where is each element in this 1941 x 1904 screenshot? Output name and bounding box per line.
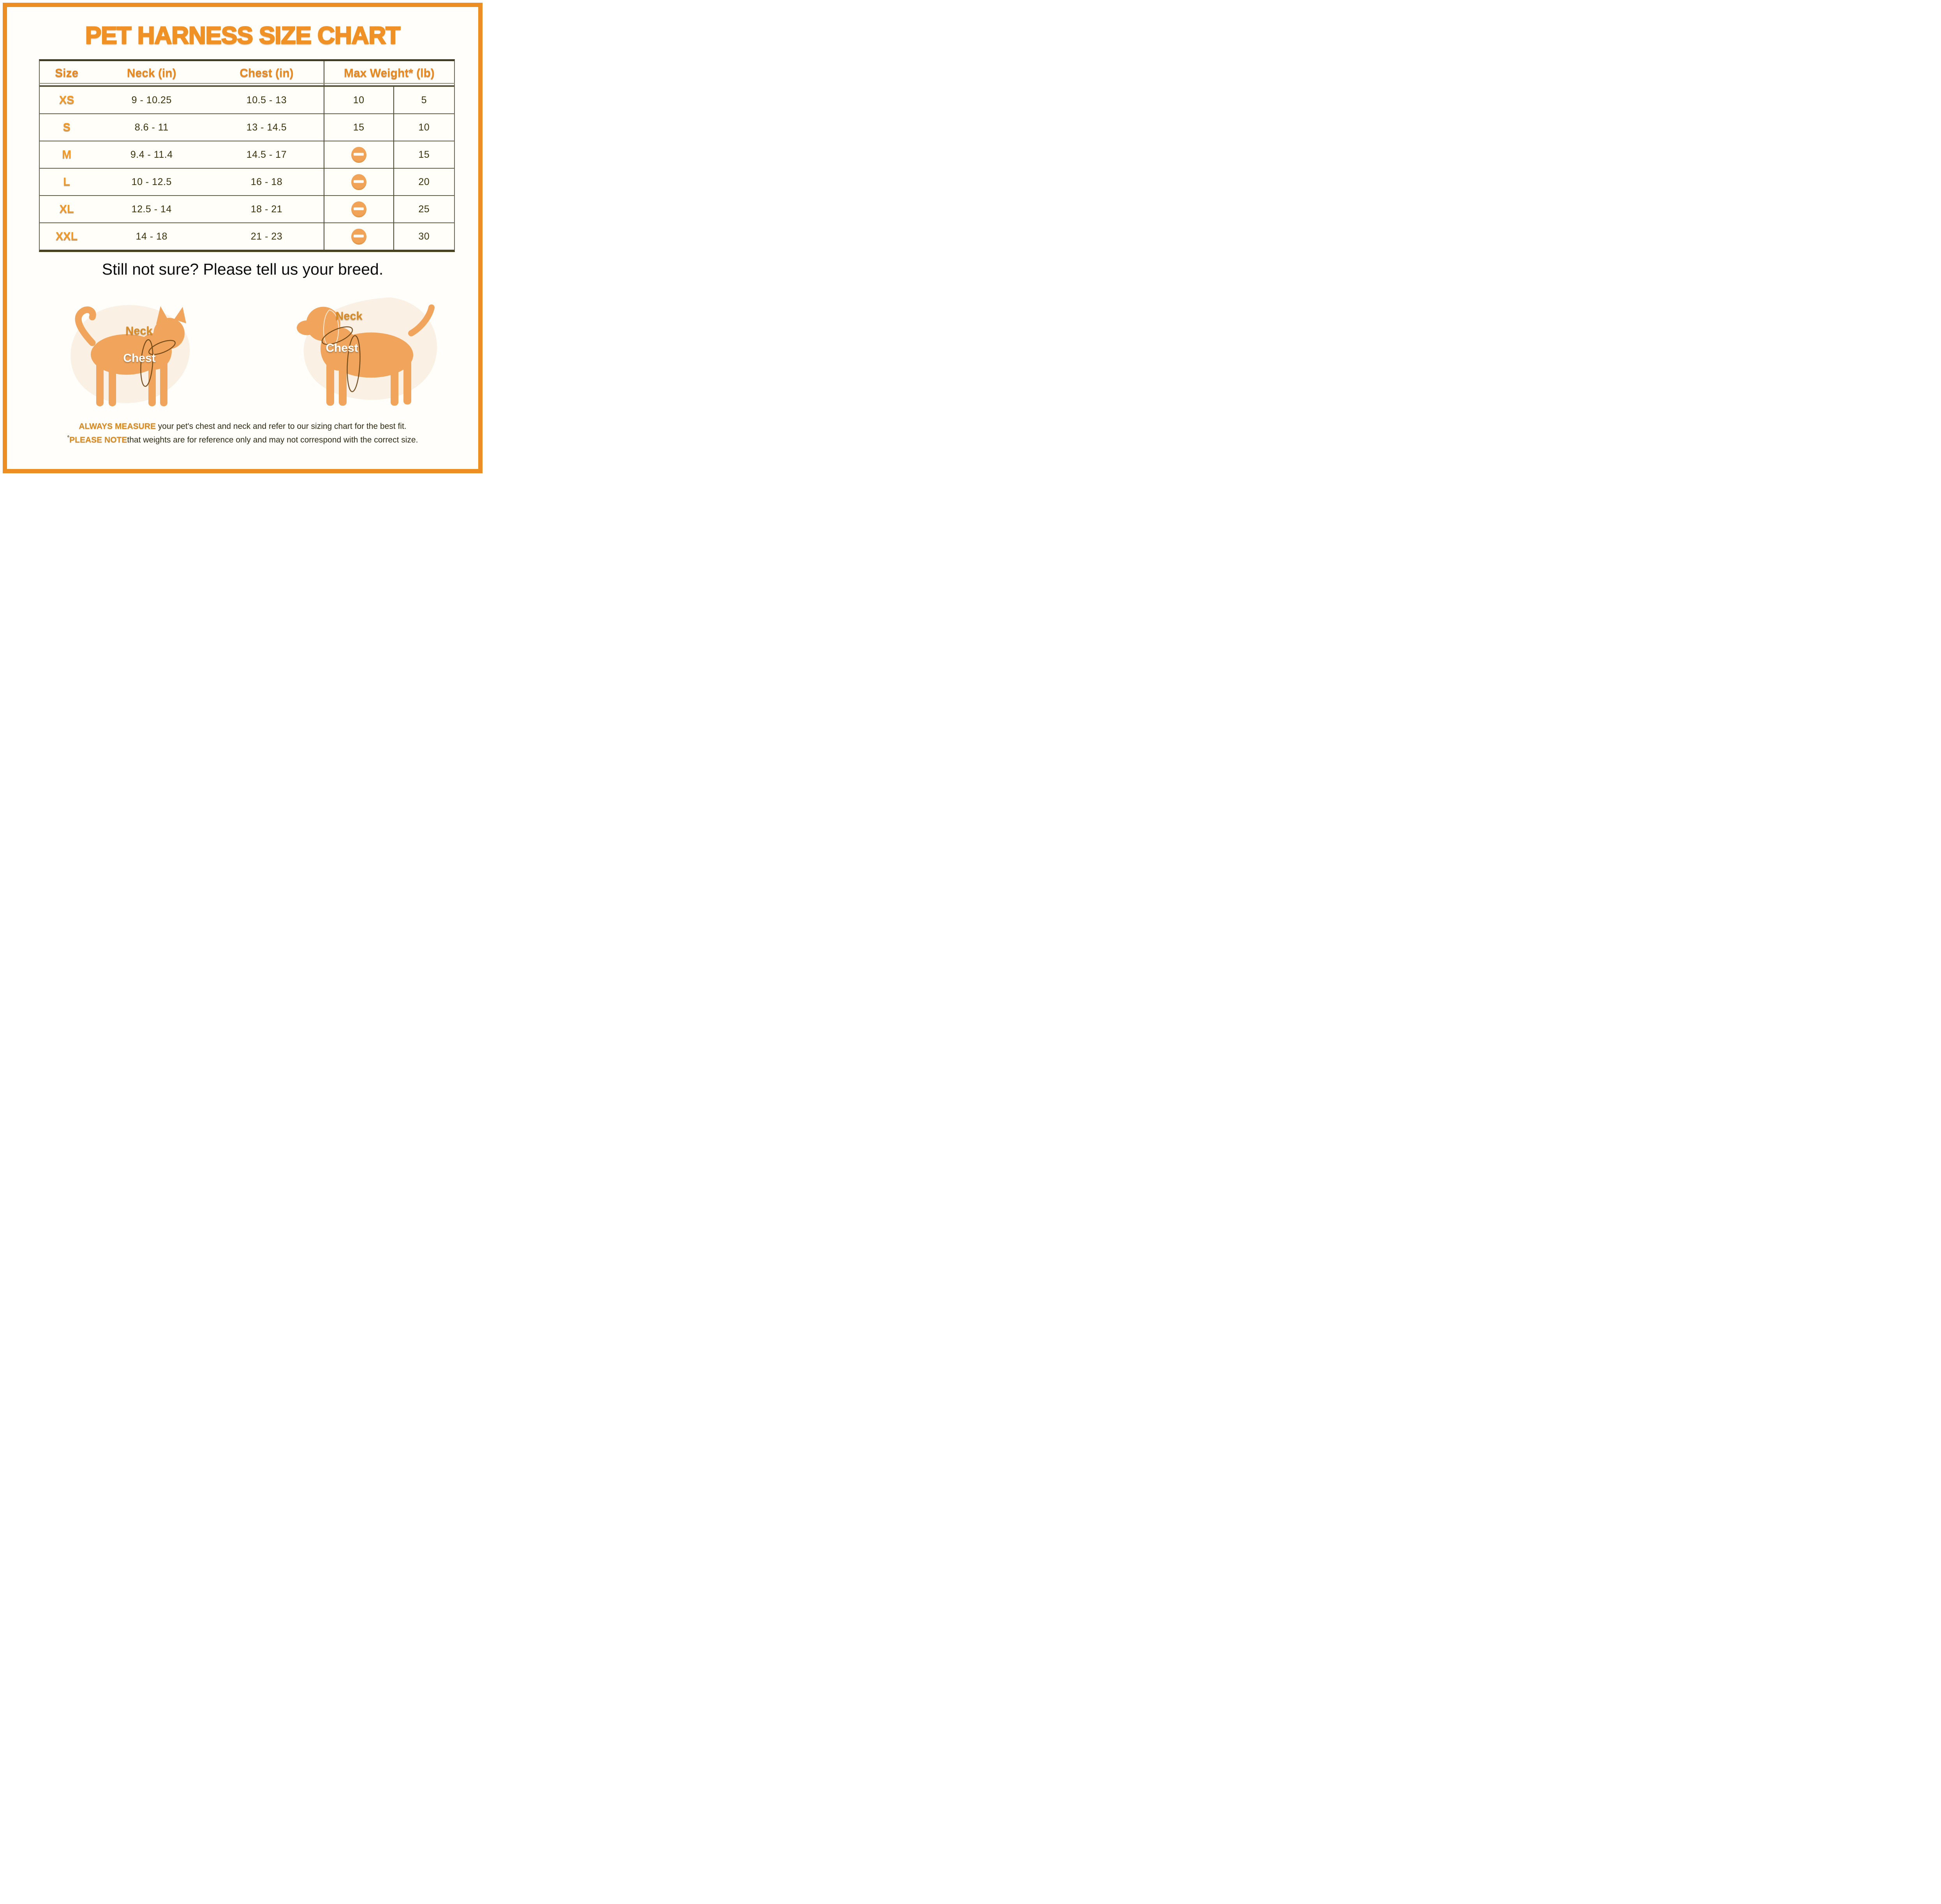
dog-ear (323, 309, 339, 347)
chest-range: 18 - 21 (210, 195, 324, 222)
weight-note-rest: that weights are for reference only and … (127, 435, 418, 444)
weight-note: °PLEASE NOTEthat weights are for referen… (0, 432, 485, 446)
minus-oval-icon (351, 201, 366, 217)
cat-silhouette (70, 305, 190, 406)
max-weight-col2: 10 (393, 113, 454, 141)
page-title: PET HARNESS SIZE CHART (85, 22, 401, 50)
minus-oval-icon (351, 228, 366, 245)
minus-bar (354, 180, 364, 183)
neck-range: 8.6 - 11 (93, 113, 210, 141)
max-weight-col1 (323, 168, 393, 195)
footer-notes: ALWAYS MEASURE your pet's chest and neck… (0, 421, 485, 446)
cat-illustration: Neck Chest (50, 296, 214, 413)
chest-range: 21 - 23 (210, 222, 324, 250)
col-header-max-weight: Max Weight* (lb) (323, 61, 455, 86)
dog-neck-measure-loop (321, 326, 353, 345)
col-header-size: Size (39, 61, 95, 86)
size-label: M (40, 141, 94, 168)
measure-note-rest: your pet's chest and neck and refer to o… (155, 422, 407, 431)
dog-chest-measure-loop (347, 335, 361, 392)
neck-range: 10 - 12.5 (93, 168, 210, 195)
max-weight-col1: 10 (323, 86, 393, 113)
col-header-neck: Neck (in) (93, 61, 211, 86)
max-weight-col2: 30 (393, 222, 454, 250)
size-label: XXL (40, 222, 94, 250)
max-weight-col2: 15 (393, 141, 454, 168)
dog-chest-label: Chest (326, 342, 358, 354)
size-chart-table: Size Neck (in) Chest (in) Max Weight* (l… (39, 59, 455, 252)
measure-note: ALWAYS MEASURE your pet's chest and neck… (0, 421, 485, 432)
weight-note-asterisk: ° (67, 434, 70, 441)
chest-range: 16 - 18 (210, 168, 324, 195)
col-header-chest: Chest (in) (209, 61, 324, 86)
dog-illustration: Neck Chest (280, 289, 451, 413)
chest-range: 13 - 14.5 (210, 113, 324, 141)
cat-neck-measure-loop (148, 340, 176, 355)
size-label: XS (40, 86, 94, 113)
size-label: L (40, 168, 94, 195)
weight-note-bold: PLEASE NOTE (69, 435, 127, 444)
minus-oval-icon (351, 174, 366, 190)
neck-range: 9.4 - 11.4 (93, 141, 210, 168)
measure-note-bold: ALWAYS MEASURE (79, 422, 156, 431)
minus-oval-icon (351, 146, 366, 163)
neck-range: 14 - 18 (93, 222, 210, 250)
max-weight-col2: 20 (393, 168, 454, 195)
cat-neck-label: Neck (125, 324, 153, 337)
chest-range: 10.5 - 13 (210, 86, 324, 113)
cat-chest-label: Chest (123, 352, 156, 365)
max-weight-col2: 25 (393, 195, 454, 222)
size-label: S (40, 113, 94, 141)
minus-bar (354, 207, 364, 210)
neck-range: 9 - 10.25 (93, 86, 210, 113)
dog-silhouette (297, 297, 437, 406)
subtitle-text: Still not sure? Please tell us your bree… (102, 260, 384, 278)
neck-range: 12.5 - 14 (93, 195, 210, 222)
cat-chest-measure-loop (140, 339, 153, 387)
chest-range: 14.5 - 17 (210, 141, 324, 168)
minus-bar (354, 234, 364, 238)
max-weight-col1 (323, 222, 393, 250)
max-weight-col1 (323, 141, 393, 168)
max-weight-col1 (323, 195, 393, 222)
max-weight-col1: 15 (323, 113, 393, 141)
size-label: XL (40, 195, 94, 222)
minus-bar (354, 153, 364, 156)
dog-neck-label: Neck (335, 310, 363, 323)
max-weight-col2: 5 (393, 86, 454, 113)
